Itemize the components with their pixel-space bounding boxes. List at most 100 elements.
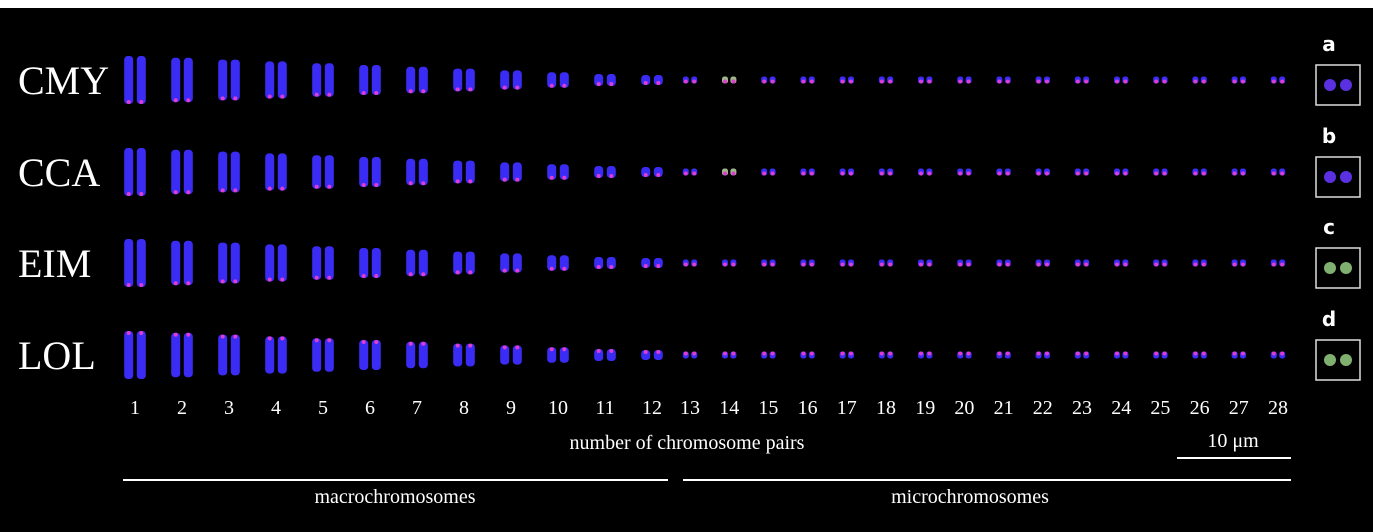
signal xyxy=(723,352,727,356)
signal xyxy=(731,352,735,356)
signal xyxy=(515,178,519,182)
signal xyxy=(1006,263,1010,267)
signal xyxy=(644,173,648,177)
signal xyxy=(1202,352,1206,356)
signal xyxy=(186,190,190,194)
signal xyxy=(849,263,853,267)
signal xyxy=(692,352,696,356)
signal xyxy=(268,336,272,340)
group-label: macrochromosomes xyxy=(314,486,475,508)
signal xyxy=(268,187,272,191)
signal xyxy=(684,172,688,176)
signal xyxy=(609,349,613,353)
signal xyxy=(997,263,1001,267)
signal xyxy=(919,172,923,176)
signal xyxy=(174,190,178,194)
chromosome xyxy=(124,331,133,379)
signal xyxy=(967,352,971,356)
chromosome xyxy=(265,336,274,373)
signal xyxy=(771,172,775,176)
pair-number: 3 xyxy=(224,397,234,419)
chromosome xyxy=(359,157,368,187)
signal xyxy=(1241,352,1245,356)
pair-number: 19 xyxy=(915,397,935,419)
signal xyxy=(801,172,805,176)
signal xyxy=(280,187,284,191)
signal xyxy=(1163,263,1167,267)
signal xyxy=(1076,80,1080,84)
signal xyxy=(1241,172,1245,176)
signal xyxy=(888,172,892,176)
signal xyxy=(550,176,554,180)
signal xyxy=(880,80,884,84)
signal xyxy=(1084,80,1088,84)
signal xyxy=(597,349,601,353)
chromosome xyxy=(218,152,227,193)
signal xyxy=(562,347,566,351)
signal xyxy=(692,80,696,84)
signal xyxy=(692,263,696,267)
signal xyxy=(849,80,853,84)
pair-number: 28 xyxy=(1268,397,1288,419)
signal xyxy=(762,352,766,356)
signal xyxy=(1037,263,1041,267)
inset-chromosome xyxy=(1324,79,1336,91)
chromosome xyxy=(359,248,368,278)
signal xyxy=(771,352,775,356)
chromosome xyxy=(218,335,227,376)
signal xyxy=(849,172,853,176)
chromosome xyxy=(231,243,240,284)
signal xyxy=(1241,80,1245,84)
inset-chromosome xyxy=(1324,354,1336,366)
signal xyxy=(1233,352,1237,356)
signal xyxy=(1115,352,1119,356)
signal xyxy=(515,86,519,90)
signal xyxy=(374,91,378,95)
signal xyxy=(684,352,688,356)
chromosome xyxy=(184,241,193,285)
signal xyxy=(186,98,190,102)
signal xyxy=(1123,352,1127,356)
signal xyxy=(731,80,735,84)
signal xyxy=(1123,172,1127,176)
signal xyxy=(927,352,931,356)
signal xyxy=(1076,172,1080,176)
signal xyxy=(1272,80,1276,84)
signal xyxy=(456,270,460,274)
signal xyxy=(515,269,519,273)
signal xyxy=(550,84,554,88)
signal xyxy=(409,272,413,276)
chromosome xyxy=(278,61,287,98)
signal xyxy=(174,98,178,102)
signal xyxy=(849,352,853,356)
chromosome xyxy=(325,63,334,97)
signal xyxy=(550,347,554,351)
signal xyxy=(1037,352,1041,356)
inset-chromosome xyxy=(1324,262,1336,274)
chromosome xyxy=(184,333,193,377)
signal xyxy=(771,80,775,84)
species-label: EIM xyxy=(18,241,91,286)
signal xyxy=(174,281,178,285)
signal xyxy=(723,263,727,267)
signal xyxy=(409,89,413,93)
chromosome xyxy=(278,336,287,373)
signal xyxy=(221,335,225,339)
signal xyxy=(1280,263,1284,267)
signal xyxy=(327,185,331,189)
signal xyxy=(315,185,319,189)
axis-label: number of chromosome pairs xyxy=(570,432,805,454)
signal xyxy=(374,274,378,278)
signal xyxy=(723,80,727,84)
signal xyxy=(656,350,660,354)
chromosome xyxy=(278,244,287,281)
inset-chromosome xyxy=(1340,262,1352,274)
signal xyxy=(597,82,601,86)
signal xyxy=(1115,80,1119,84)
signal xyxy=(362,183,366,187)
signal xyxy=(1084,352,1088,356)
signal xyxy=(692,172,696,176)
chromosome xyxy=(265,244,274,281)
signal xyxy=(1006,80,1010,84)
pair-number: 11 xyxy=(595,397,614,419)
